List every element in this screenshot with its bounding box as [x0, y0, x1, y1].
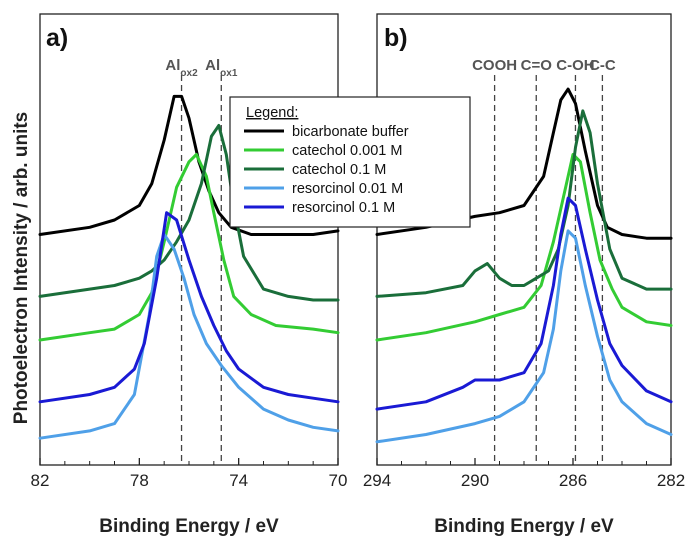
- peak-annotation-sub-0: ox2: [180, 68, 198, 79]
- peak-annotation-0: Alox2: [165, 57, 198, 79]
- x-tick-label-0: 82: [31, 471, 50, 490]
- peak-annotation-2: C-OH: [556, 57, 594, 74]
- panel-a-frame: [39, 13, 339, 466]
- peak-annotation-1: C=O: [521, 57, 553, 74]
- series-line-resorcinol-0-1-m: [375, 196, 673, 411]
- legend-entry-2: catechol 0.1 M: [292, 162, 386, 178]
- series-line-catechol-0-1-m: [375, 109, 673, 298]
- legend-entry-4: resorcinol 0.1 M: [292, 200, 395, 216]
- x-tick-label-2: 286: [559, 471, 587, 490]
- legend-entry-3: resorcinol 0.01 M: [292, 181, 403, 197]
- series-line-bicarbonate-buffer: [375, 87, 673, 240]
- x-tick-label-3: 282: [657, 471, 685, 490]
- peak-annotation-3: C-C: [589, 57, 616, 74]
- series-line-resorcinol-0-01-m: [375, 229, 673, 444]
- panel-a-x-axis-label: Binding Energy / eV: [99, 516, 279, 537]
- peak-annotation-sub-1: ox1: [220, 68, 238, 79]
- peak-annotation-0: COOH: [472, 57, 517, 74]
- panel-b-label: b): [384, 24, 408, 52]
- panel-b: b) COOH C=O C-OHC-C 294 290 286 282 Binding E…: [363, 13, 685, 537]
- series-line-bicarbonate-buffer: [38, 94, 340, 236]
- x-tick-label-1: 290: [461, 471, 489, 490]
- x-tick-label-1: 78: [130, 471, 149, 490]
- legend-title: Legend:: [246, 105, 298, 121]
- series-line-resorcinol-0-1-m: [38, 211, 340, 404]
- legend-entry-1: catechol 0.001 M: [292, 143, 402, 159]
- legend: Legend: bicarbonate buffer catechol 0.001…: [229, 96, 471, 228]
- series-line-resorcinol-0-01-m: [38, 233, 340, 440]
- legend-entry-0: bicarbonate buffer: [292, 124, 409, 140]
- panel-a: a) Alox2 Alox1 82 78 74 70 Binding Energy / …: [31, 13, 348, 537]
- peak-annotation-1: Alox1: [205, 57, 238, 79]
- legend-box: [229, 96, 471, 228]
- x-tick-label-3: 70: [329, 471, 348, 490]
- series-line-catechol-0-001-m: [375, 153, 673, 342]
- series-line-catechol-0-1-m: [38, 124, 340, 302]
- panel-a-label: a): [46, 24, 68, 52]
- x-tick-label-0: 294: [363, 471, 391, 490]
- y-axis-label: Photoelectron Intensity / arb. units: [11, 112, 32, 424]
- series-line-catechol-0-001-m: [38, 153, 340, 342]
- panel-b-frame: [376, 13, 672, 466]
- x-tick-label-2: 74: [229, 471, 248, 490]
- panel-b-x-axis-label: Binding Energy / eV: [434, 516, 614, 537]
